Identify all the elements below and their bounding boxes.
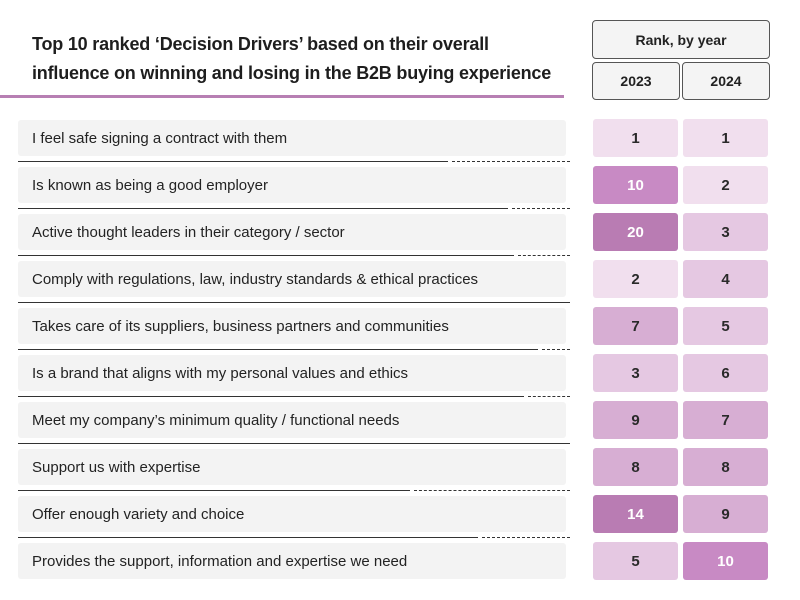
rank-2024-cell: 1 — [683, 119, 768, 157]
driver-row-8: Support us with expertise — [18, 449, 566, 485]
driver-label: Is known as being a good employer — [32, 176, 268, 194]
rank-2023-cell: 7 — [593, 307, 678, 345]
rank-2024-cell: 7 — [683, 401, 768, 439]
rank-2023-cell: 5 — [593, 542, 678, 580]
driver-row-1: I feel safe signing a contract with them — [18, 120, 566, 156]
driver-row-3: Active thought leaders in their category… — [18, 214, 566, 250]
rank-2023-cell: 1 — [593, 119, 678, 157]
rank-2023-cell: 10 — [593, 166, 678, 204]
driver-label: Takes care of its suppliers, business pa… — [32, 317, 449, 335]
driver-label: Is a brand that aligns with my personal … — [32, 364, 409, 382]
rank-2024-cell: 6 — [683, 354, 768, 392]
rank-2024-cell: 3 — [683, 213, 768, 251]
rank-2023-cell: 2 — [593, 260, 678, 298]
rank-by-year-header: Rank, by year — [592, 20, 770, 59]
rank-2024-cell: 5 — [683, 307, 768, 345]
rank-2023-cell: 8 — [593, 448, 678, 486]
rank-2024-cell: 10 — [683, 542, 768, 580]
chart-title: Top 10 ranked ‘Decision Drivers’ based o… — [32, 30, 572, 88]
rank-2024-cell: 8 — [683, 448, 768, 486]
driver-row-6: Is a brand that aligns with my personal … — [18, 355, 566, 391]
driver-row-7: Meet my company’s minimum quality / func… — [18, 402, 566, 438]
title-underline — [0, 95, 564, 98]
rank-2024-cell: 2 — [683, 166, 768, 204]
chart-title-line-2: influence on winning and losing in the B… — [32, 63, 552, 83]
rank-2023-cell: 3 — [593, 354, 678, 392]
driver-row-5: Takes care of its suppliers, business pa… — [18, 308, 566, 344]
rank-2023-cell: 9 — [593, 401, 678, 439]
year-2023-header: 2023 — [592, 62, 680, 100]
driver-label: Active thought leaders in their category… — [32, 223, 345, 241]
driver-label: Support us with expertise — [32, 458, 201, 476]
driver-label: Meet my company’s minimum quality / func… — [32, 411, 400, 429]
driver-label: Provides the support, information and ex… — [32, 552, 408, 570]
driver-label: Comply with regulations, law, industry s… — [32, 270, 479, 288]
driver-row-10: Provides the support, information and ex… — [18, 543, 566, 579]
rank-2023-cell: 20 — [593, 213, 678, 251]
rank-2024-cell: 4 — [683, 260, 768, 298]
rank-2023-cell: 14 — [593, 495, 678, 533]
driver-row-2: Is known as being a good employer — [18, 167, 566, 203]
driver-label: Offer enough variety and choice — [32, 505, 245, 523]
year-2024-header: 2024 — [682, 62, 770, 100]
driver-label: I feel safe signing a contract with them — [32, 129, 288, 147]
driver-row-4: Comply with regulations, law, industry s… — [18, 261, 566, 297]
chart-title-line-1: Top 10 ranked ‘Decision Drivers’ based o… — [32, 34, 489, 54]
rank-2024-cell: 9 — [683, 495, 768, 533]
driver-row-9: Offer enough variety and choice — [18, 496, 566, 532]
